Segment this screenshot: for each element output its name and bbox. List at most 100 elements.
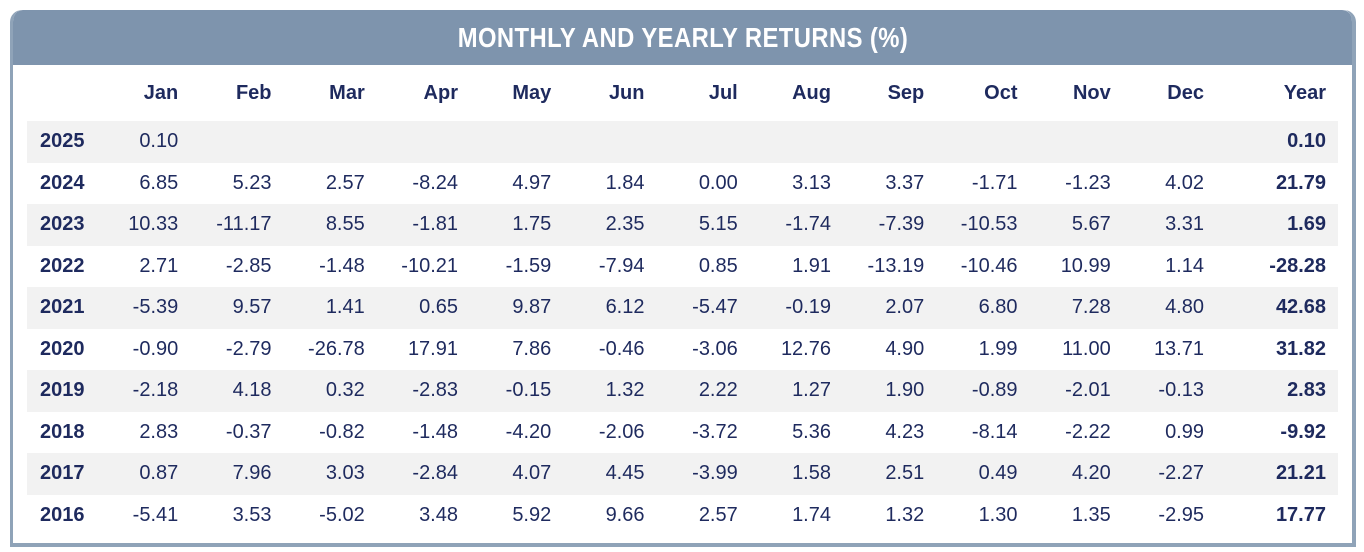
cell-sep: 1.32 (885, 503, 925, 526)
cell-jan: 10.33 (128, 213, 179, 236)
cell-year-total: 31.82 (1275, 337, 1326, 360)
cell-may: -4.20 (505, 420, 552, 443)
table-row-2025: 2025 0.10 0.10 (27, 121, 1338, 163)
cell-oct (940, 121, 1033, 163)
cell-oct: -1.71 (971, 171, 1018, 194)
column-header-may: May (512, 81, 552, 104)
row-year-label: 2022 (40, 254, 85, 277)
cell-aug: 1.91 (792, 254, 831, 277)
row-year-label: 2024 (40, 171, 85, 194)
table-row-2017: 2017 0.87 7.96 3.03 -2.84 4.07 4.45 -3.99 1.58 2.… (27, 453, 1338, 495)
cell-mar: -26.78 (308, 337, 365, 360)
cell-year-total: 21.79 (1275, 171, 1326, 194)
cell-apr: 17.91 (407, 337, 458, 360)
cell-nov: 7.28 (1071, 296, 1111, 319)
cell-mar: -5.02 (319, 503, 365, 526)
row-year-label: 2018 (40, 420, 85, 443)
cell-jan: 6.85 (139, 171, 179, 194)
cell-may: 1.75 (512, 213, 552, 236)
cell-feb: 5.23 (232, 171, 272, 194)
cell-nov: 11.00 (1062, 337, 1111, 360)
cell-jul: 0.85 (698, 254, 738, 277)
cell-jun: 1.32 (605, 379, 645, 402)
cell-year-total: 2.83 (1287, 379, 1326, 402)
cell-jan: 0.10 (139, 130, 179, 153)
cell-nov: 4.20 (1071, 462, 1111, 485)
cell-apr (381, 121, 474, 163)
row-year-label: 2025 (40, 130, 85, 153)
cell-oct: -10.46 (960, 254, 1018, 277)
column-header-mar: Mar (329, 81, 365, 104)
table-row-2023: 2023 10.33 -11.17 8.55 -1.81 1.75 2.35 5.15 -1.7… (27, 204, 1338, 246)
cell-jun: -7.94 (598, 254, 645, 277)
row-year-label: 2016 (40, 503, 85, 526)
cell-jun: 9.66 (605, 503, 645, 526)
cell-may: 4.07 (512, 462, 552, 485)
table-row-2019: 2019 -2.18 4.18 0.32 -2.83 -0.15 1.32 2.22 1.27 1… (27, 370, 1338, 412)
cell-jun (567, 121, 660, 163)
row-year-label: 2023 (40, 213, 85, 236)
cell-may: 4.97 (512, 171, 552, 194)
cell-sep: 2.51 (885, 462, 925, 485)
cell-jun: -0.46 (598, 337, 645, 360)
cell-dec: -2.27 (1158, 462, 1204, 485)
cell-may: 7.86 (512, 337, 552, 360)
cell-feb: 9.57 (232, 296, 272, 319)
cell-year-total: 42.68 (1275, 296, 1326, 319)
cell-feb: 4.18 (232, 379, 272, 402)
cell-may: 5.92 (512, 503, 552, 526)
column-header-dec: Dec (1167, 81, 1204, 104)
cell-oct: 6.80 (978, 296, 1018, 319)
cell-year-total: -9.92 (1280, 420, 1326, 443)
cell-apr: -1.48 (412, 420, 458, 443)
cell-aug: 1.58 (792, 462, 831, 485)
table-row-2018: 2018 2.83 -0.37 -0.82 -1.48 -4.20 -2.06 -3.72 5.… (27, 412, 1338, 454)
cell-year-total: 17.77 (1275, 503, 1326, 526)
cell-sep: -7.39 (878, 213, 925, 236)
cell-aug: -1.74 (785, 213, 831, 236)
cell-aug: 5.36 (792, 420, 831, 443)
cell-year-total: 1.69 (1287, 213, 1326, 236)
table-row-2016: 2016 -5.41 3.53 -5.02 3.48 5.92 9.66 2.57 1.74 1.… (27, 495, 1338, 537)
cell-jan: -2.18 (132, 379, 179, 402)
cell-dec: -0.13 (1158, 379, 1204, 402)
cell-mar: -1.48 (319, 254, 365, 277)
cell-aug: 3.13 (792, 171, 831, 194)
cell-dec: 4.80 (1165, 296, 1204, 319)
table-title-bar: MONTHLY AND YEARLY RETURNS (%) (13, 10, 1352, 65)
cell-jul: -3.06 (692, 337, 738, 360)
cell-feb: 7.96 (232, 462, 272, 485)
cell-sep (847, 121, 940, 163)
table-row-2020: 2020 -0.90 -2.79 -26.78 17.91 7.86 -0.46 -3.06 1… (27, 329, 1338, 371)
cell-jan: -5.41 (132, 503, 179, 526)
cell-apr: -10.21 (401, 254, 458, 277)
cell-sep: -13.19 (867, 254, 925, 277)
column-header-nov: Nov (1072, 81, 1111, 104)
table-row-2021: 2021 -5.39 9.57 1.41 0.65 9.87 6.12 -5.47 -0.19 2… (27, 287, 1338, 329)
cell-oct: -8.14 (971, 420, 1018, 443)
cell-year-total: -28.28 (1269, 254, 1326, 277)
cell-mar: 1.41 (325, 296, 365, 319)
year-column-header (27, 65, 101, 121)
cell-dec: 3.31 (1165, 213, 1204, 236)
returns-table: Jan Feb Mar Apr May Jun Jul Aug Sep Oct Nov Dec Year… (27, 65, 1338, 536)
cell-feb: -2.85 (225, 254, 272, 277)
cell-aug: 12.76 (780, 337, 831, 360)
cell-jun: 2.35 (605, 213, 645, 236)
cell-jul: -5.47 (692, 296, 738, 319)
cell-mar: 8.55 (325, 213, 365, 236)
cell-may (474, 121, 567, 163)
cell-feb: 3.53 (232, 503, 272, 526)
column-header-aug: Aug (792, 81, 831, 104)
cell-mar: 3.03 (325, 462, 365, 485)
cell-may: -0.15 (505, 379, 552, 402)
row-year-label: 2020 (40, 337, 85, 360)
cell-nov: -2.01 (1065, 379, 1111, 402)
cell-jan: -0.90 (132, 337, 179, 360)
column-header-jul: Jul (708, 81, 738, 104)
table-row-2024: 2024 6.85 5.23 2.57 -8.24 4.97 1.84 0.00 3.13 3.3… (27, 163, 1338, 205)
cell-apr: -2.84 (412, 462, 458, 485)
cell-may: -1.59 (505, 254, 552, 277)
returns-table-body: 2025 0.10 0.10 2024 6.85 5.23 2.57 -8.24 4.97 1.8… (27, 121, 1338, 536)
cell-may: 9.87 (512, 296, 552, 319)
